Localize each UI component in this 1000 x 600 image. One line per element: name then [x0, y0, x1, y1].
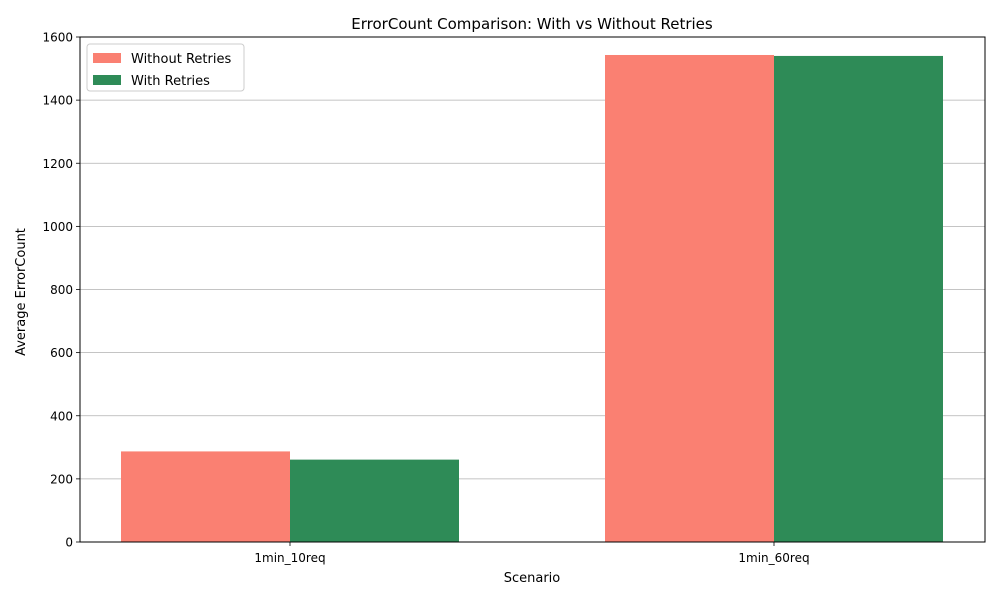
x-tick-label: 1min_10req — [254, 551, 325, 565]
chart-title: ErrorCount Comparison: With vs Without R… — [351, 15, 713, 33]
y-axis-label: Average ErrorCount — [14, 228, 29, 356]
bars — [121, 54, 943, 542]
axes: 0 200 400 600 800 1000 1200 1400 1600 1min_10req 1… — [42, 31, 986, 565]
legend-box — [86, 43, 245, 92]
legend-label: With Retries — [131, 74, 210, 89]
y-tick-label: 400 — [50, 409, 73, 423]
legend: Without Retries With Retries — [86, 43, 245, 92]
x-tick-label: 1min_60req — [738, 551, 809, 565]
y-tick-label: 800 — [50, 283, 73, 297]
legend-swatch — [93, 75, 121, 85]
bar-with-retries — [290, 459, 459, 542]
grid-lines — [80, 36, 985, 480]
y-tick-label: 600 — [50, 346, 73, 360]
bar-with-retries — [774, 55, 943, 542]
y-tick-label: 0 — [65, 536, 73, 550]
legend-swatch — [93, 53, 121, 63]
y-tick-label: 1400 — [42, 94, 73, 108]
bar-without-retries — [605, 54, 774, 542]
y-tick-label: 200 — [50, 472, 73, 486]
bar-without-retries — [121, 451, 290, 542]
y-tick-label: 1600 — [42, 31, 73, 45]
legend-label: Without Retries — [131, 52, 231, 67]
y-tick-label: 1200 — [42, 157, 73, 171]
y-tick-label: 1000 — [42, 220, 73, 234]
x-axis-label: Scenario — [504, 571, 561, 586]
plot-frame — [79, 36, 986, 543]
